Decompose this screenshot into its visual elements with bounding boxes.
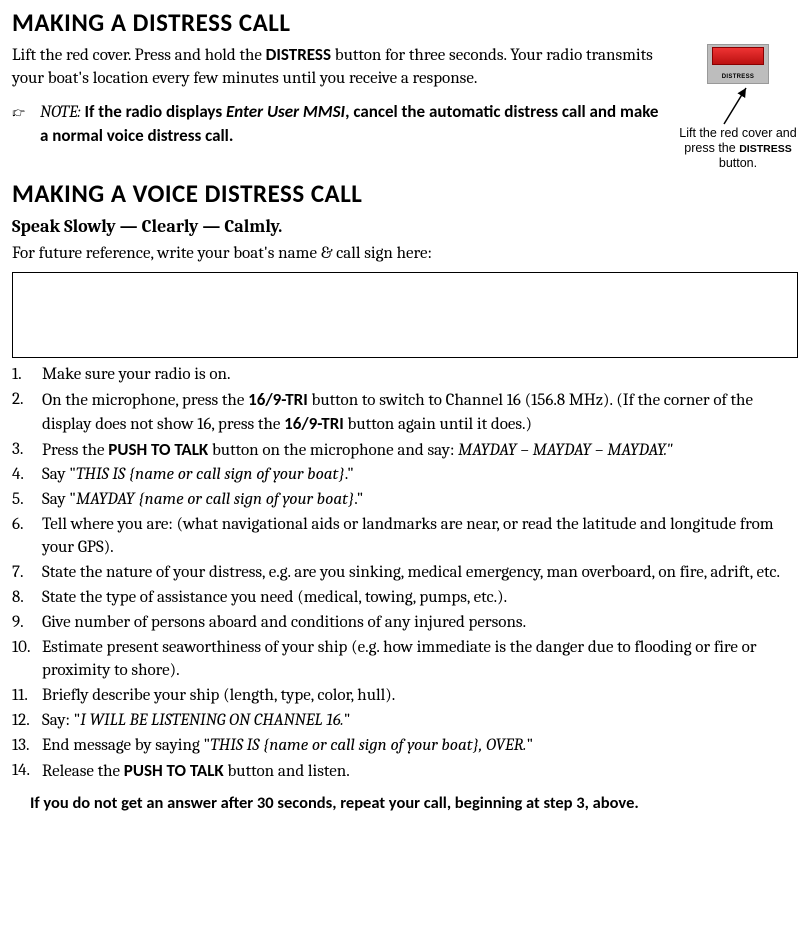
step-12-i1: I WILL BE LISTENING ON CHANNEL 16. (80, 711, 343, 730)
note-label: NOTE: (40, 103, 81, 122)
intro-left: Lift the red cover. Press and hold the D… (12, 44, 678, 149)
step-12-post: " (344, 711, 351, 730)
title-distress-call: MAKING A DISTRESS CALL (12, 6, 798, 40)
step-14-b1: PUSH TO TALK (124, 760, 224, 781)
arrow-icon (706, 84, 766, 128)
step-14-pre: Release the (42, 762, 124, 781)
caption-l2: button. (719, 156, 757, 170)
note-b1: If the radio displays (84, 101, 226, 122)
step-2-b2: 16/9-TRI (284, 413, 344, 434)
step-7-text: State the nature of your distress, e.g. … (42, 563, 780, 582)
note-text: NOTE: If the radio displays Enter User M… (40, 101, 670, 149)
step-13: End message by saying "THIS IS {name or … (12, 735, 798, 758)
step-8: State the type of assistance you need (m… (12, 587, 798, 610)
arrow-wrap (678, 86, 798, 126)
red-cover (712, 47, 764, 65)
step-2-b1: 16/9-TRI (248, 389, 308, 410)
step-9-text: Give number of persons aboard and condit… (42, 613, 526, 632)
step-2-post: button again until it does.) (344, 415, 532, 434)
speak-subheading: Speak Slowly — Clearly — Calmly. (12, 215, 798, 239)
step-6: Tell where you are: (what navigational a… (12, 514, 798, 560)
step-10-text: Estimate present seaworthiness of your s… (42, 638, 757, 680)
step-11-text: Briefly describe your ship (length, type… (42, 686, 395, 705)
note-row: 👉︎ NOTE: If the radio displays Enter Use… (12, 101, 670, 149)
distress-button-image: DISTRESS (707, 44, 769, 84)
step-14: Release the PUSH TO TALK button and list… (12, 760, 798, 784)
step-1: Make sure your radio is on. (12, 364, 798, 387)
step-13-pre: End message by saying " (42, 736, 210, 755)
step-12-pre: Say: " (42, 711, 80, 730)
step-4-i1: THIS IS {name or call sign of your boat} (76, 465, 345, 484)
distress-button-label: DISTRESS (708, 74, 768, 81)
step-12: Say: "I WILL BE LISTENING ON CHANNEL 16.… (12, 710, 798, 733)
steps-list: Make sure your radio is on. On the micro… (12, 364, 798, 784)
step-5-i1: MAYDAY {name or call sign of your boat} (76, 490, 354, 509)
step-14-post: button and listen. (224, 762, 350, 781)
intro-pre: Lift the red cover. Press and hold the (12, 46, 266, 65)
step-13-post: " (527, 736, 534, 755)
step-3-mid: button on the microphone and say: (208, 441, 458, 460)
note-i1: Enter User MMSI (226, 101, 345, 122)
caption-distress: DISTRESS (739, 143, 792, 155)
distress-word: DISTRESS (266, 44, 331, 65)
step-5-pre: Say " (42, 490, 76, 509)
step-9: Give number of persons aboard and condit… (12, 612, 798, 635)
step-4-pre: Say " (42, 465, 76, 484)
button-figure: DISTRESS Lift the red cover and press th… (678, 44, 798, 171)
step-3: Press the PUSH TO TALK button on the mic… (12, 439, 798, 463)
step-5: Say "MAYDAY {name or call sign of your b… (12, 489, 798, 512)
pointing-hand-icon: 👉︎ (12, 101, 40, 121)
step-7: State the nature of your distress, e.g. … (12, 562, 798, 585)
step-2-pre: On the microphone, press the (42, 391, 248, 410)
step-3-pre: Press the (42, 441, 108, 460)
step-1-text: Make sure your radio is on. (42, 365, 231, 384)
title-voice-distress: MAKING A VOICE DISTRESS CALL (12, 177, 798, 211)
step-4-post: ." (345, 465, 354, 484)
step-11: Briefly describe your ship (length, type… (12, 685, 798, 708)
step-3-i1: MAYDAY – MAYDAY – MAYDAY." (458, 441, 673, 460)
step-13-i1: THIS IS {name or call sign of your boat}… (210, 736, 526, 755)
step-2: On the microphone, press the 16/9-TRI bu… (12, 389, 798, 437)
step-3-b1: PUSH TO TALK (108, 439, 208, 460)
step-10: Estimate present seaworthiness of your s… (12, 637, 798, 683)
step-5-post: ." (354, 490, 363, 509)
step-6-text: Tell where you are: (what navigational a… (42, 515, 774, 557)
intro-paragraph: Lift the red cover. Press and hold the D… (12, 44, 670, 91)
intro-row: Lift the red cover. Press and hold the D… (12, 44, 798, 171)
future-reference: For future reference, write your boat's … (12, 243, 798, 266)
boat-name-writebox[interactable] (12, 272, 798, 358)
step-4: Say "THIS IS {name or call sign of your … (12, 464, 798, 487)
button-caption: Lift the red cover and press the DISTRES… (678, 126, 798, 171)
final-instruction: If you do not get an answer after 30 sec… (12, 792, 798, 814)
step-8-text: State the type of assistance you need (m… (42, 588, 507, 607)
